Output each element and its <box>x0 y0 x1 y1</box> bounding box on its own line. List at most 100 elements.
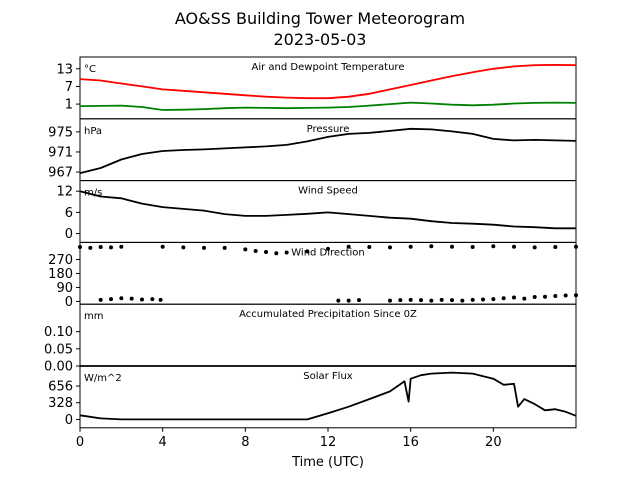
data-point <box>501 296 506 301</box>
panel-title: Air and Dewpoint Temperature <box>252 62 405 73</box>
data-point <box>109 297 113 302</box>
panel-title: Pressure <box>307 124 350 135</box>
data-point <box>574 293 578 298</box>
data-point <box>429 298 434 303</box>
data-point <box>543 294 547 299</box>
y-tick-label: 328 <box>48 396 73 411</box>
data-point <box>119 244 124 249</box>
data-point <box>408 297 413 302</box>
panel-title: Solar Flux <box>303 371 353 382</box>
series-line <box>79 101 577 111</box>
panel-unit: °C <box>84 64 96 75</box>
y-tick-label: 1 <box>65 98 73 113</box>
x-tick-label: 16 <box>402 435 419 450</box>
data-point <box>253 248 258 253</box>
data-point <box>367 245 372 250</box>
y-tick-label: 967 <box>48 166 73 181</box>
y-tick-label: 0.10 <box>44 325 73 340</box>
data-point <box>532 295 537 300</box>
data-point <box>563 293 568 298</box>
data-point <box>119 296 124 301</box>
data-point <box>532 245 537 250</box>
data-point <box>346 298 351 303</box>
x-tick-label: 4 <box>159 435 167 450</box>
data-point <box>243 247 248 252</box>
panel-title: Accumulated Precipitation Since 0Z <box>239 309 417 320</box>
panel-title: Wind Speed <box>298 186 358 197</box>
data-point <box>388 245 392 250</box>
x-tick-label: 20 <box>485 435 502 450</box>
data-point <box>357 298 361 303</box>
data-point <box>470 297 475 302</box>
data-point <box>429 244 434 249</box>
panel-unit: hPa <box>84 126 102 137</box>
y-tick-label: 0.00 <box>44 360 73 375</box>
data-point <box>398 298 403 303</box>
x-tick-label: 12 <box>320 435 337 450</box>
data-point <box>158 297 163 302</box>
data-point <box>439 297 444 302</box>
y-tick-label: 971 <box>48 145 73 160</box>
figure-title-line2: 2023-05-03 <box>274 30 367 49</box>
data-point <box>450 298 454 303</box>
data-point <box>460 298 465 303</box>
data-point <box>491 244 496 249</box>
panel-title: Wind Direction <box>291 247 365 258</box>
data-point <box>222 245 227 250</box>
y-tick-label: 656 <box>48 380 73 395</box>
data-point <box>346 244 351 249</box>
y-tick-label: 0.05 <box>44 342 73 357</box>
data-point <box>408 244 413 249</box>
data-point <box>553 245 558 250</box>
data-point <box>305 249 310 254</box>
panel-2: 0 6 12 Wind Speed m/s <box>56 180 577 243</box>
data-point <box>450 244 454 249</box>
data-point <box>264 250 268 255</box>
data-point <box>98 245 103 250</box>
panel-1: 967 971 975 Pressure hPa <box>48 118 577 182</box>
y-tick-label: 180 <box>48 267 73 282</box>
y-tick-label: 7 <box>65 80 73 95</box>
series-line <box>79 190 576 230</box>
data-point <box>140 297 144 302</box>
data-point <box>512 295 516 300</box>
data-point <box>150 297 155 302</box>
panel-unit: m/s <box>84 188 102 199</box>
data-point <box>419 298 423 303</box>
y-tick-label: 12 <box>56 185 73 200</box>
y-tick-label: 975 <box>48 125 73 140</box>
panel-0: 1 7 13 Air and Dewpoint Temperature °C <box>56 56 577 120</box>
y-tick-label: 0 <box>65 227 73 242</box>
data-point <box>129 296 134 301</box>
data-point <box>284 250 289 255</box>
data-point <box>470 245 475 250</box>
panel-4: 0.00 0.05 0.10 Accumulated Precipitation Si… <box>44 303 577 375</box>
data-point <box>109 245 113 250</box>
data-point <box>336 298 341 303</box>
y-tick-label: 13 <box>56 62 73 77</box>
data-point <box>574 244 578 249</box>
y-tick-label: 270 <box>48 253 73 268</box>
data-point <box>491 297 496 302</box>
data-point <box>88 245 93 250</box>
y-tick-label: 90 <box>56 281 73 296</box>
data-point <box>274 251 279 256</box>
panel-unit: W/m^2 <box>84 373 122 384</box>
data-point <box>160 244 165 249</box>
x-axis: 0 4 8 12 16 20 <box>76 427 502 450</box>
data-point <box>326 246 330 251</box>
data-point <box>481 297 485 302</box>
x-tick-label: 0 <box>76 435 84 450</box>
y-tick-label: 0 <box>65 295 73 310</box>
data-point <box>181 245 186 250</box>
data-point <box>78 245 82 250</box>
y-tick-label: 6 <box>65 206 73 221</box>
series-line <box>79 371 577 421</box>
data-point <box>98 297 103 302</box>
data-point <box>202 245 206 250</box>
data-point <box>512 244 516 249</box>
data-point <box>522 296 527 301</box>
series-line <box>79 127 577 174</box>
